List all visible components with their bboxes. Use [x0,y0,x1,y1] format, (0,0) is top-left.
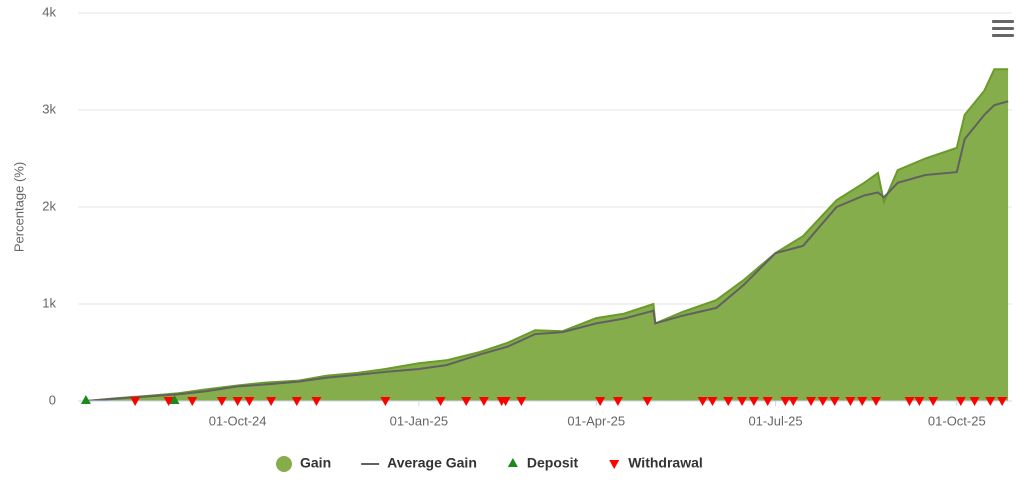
x-tick-label: 01-Oct-24 [209,413,267,428]
withdrawal-marker [380,397,391,406]
legend-label: Average Gain [387,455,477,471]
withdrawal-marker [955,397,966,406]
x-tick-label: 01-Apr-25 [567,413,625,428]
withdrawal-marker [697,397,708,406]
withdrawal-marker [829,397,840,406]
menu-bar [992,27,1014,30]
legend: Gain Average Gain Deposit Withdrawal [276,455,703,472]
withdrawal-marker [780,397,791,406]
withdrawal-marker [788,397,799,406]
x-tick-label: 01-Jan-25 [390,413,449,428]
withdrawal-marker [478,397,489,406]
withdrawal-marker [904,397,915,406]
gain-line [85,68,1009,402]
deposit-marker [80,395,91,404]
withdrawal-marker [216,397,227,406]
withdrawal-marker [163,397,174,406]
withdrawal-marker [928,397,939,406]
y-tick-label: 1k [42,295,56,310]
withdrawal-marker [461,397,472,406]
y-tick-label: 4k [42,4,56,19]
legend-symbol [276,456,292,472]
withdrawal-marker [187,397,198,406]
withdrawal-marker [817,397,828,406]
menu-bar [992,34,1014,37]
withdrawal-marker [762,397,773,406]
deposit-marker [169,395,180,404]
legend-label: Deposit [527,455,579,471]
withdrawal-marker [737,397,748,406]
legend-label: Gain [300,455,331,471]
average-gain-line [85,100,1009,402]
withdrawal-marker [969,397,980,406]
menu-bar [992,20,1014,23]
legend-symbol [609,460,620,469]
withdrawal-marker [266,397,277,406]
withdrawal-marker [748,397,759,406]
withdrawal-marker [291,397,302,406]
withdrawal-marker [997,397,1008,406]
withdrawal-marker [723,397,734,406]
withdrawal-marker [244,397,255,406]
withdrawal-marker [857,397,868,406]
withdrawal-marker [871,397,882,406]
withdrawal-marker [612,397,623,406]
y-tick-label: 2k [42,198,56,213]
withdrawal-marker [311,397,322,406]
withdrawal-marker [500,397,511,406]
menu-button[interactable] [992,20,1014,37]
withdrawal-marker [707,397,718,406]
withdrawal-marker [642,397,653,406]
withdrawal-marker [516,397,527,406]
gain-area [85,69,1009,402]
x-tick-label: 01-Oct-25 [928,413,986,428]
withdrawal-marker [435,397,446,406]
legend-label: Withdrawal [628,455,703,471]
withdrawal-marker [232,397,243,406]
y-tick-label: 0 [49,392,56,407]
withdrawal-marker [595,397,606,406]
withdrawal-marker [806,397,817,406]
withdrawal-marker [845,397,856,406]
withdrawal-marker [130,397,141,406]
legend-symbol [507,458,518,467]
x-tick-label: 01-Jul-25 [748,413,802,428]
y-tick-label: 3k [42,101,56,116]
withdrawal-marker [985,397,996,406]
y-axis-label: Percentage (%) [11,162,26,252]
withdrawal-marker [914,397,925,406]
